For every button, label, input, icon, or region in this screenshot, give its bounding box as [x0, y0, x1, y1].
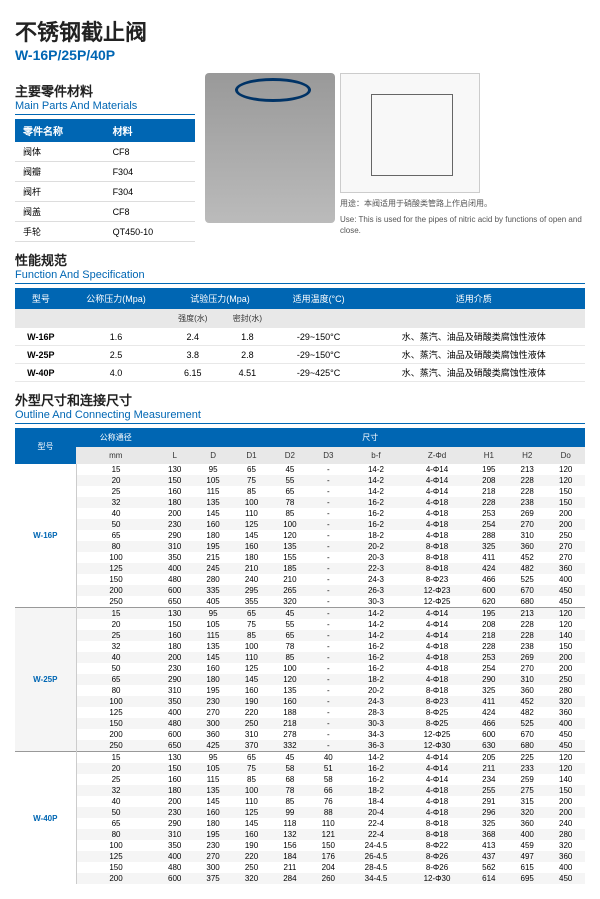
sec1-en: Main Parts And Materials	[15, 100, 195, 115]
valve-diagram	[340, 73, 480, 193]
dimensions-table: 型号公称通径尺寸 mmLDD1D2D3b-fZ-ΦdH1H2Do W-16P15…	[15, 428, 585, 884]
sec3-en: Outline And Connecting Measurement	[15, 409, 585, 424]
materials-table: 零件名称材料 阀体CF8阀瓣F304阀杆F304阀盖CF8手轮QT450-10	[15, 119, 195, 242]
title-sub: W-16P/25P/40P	[15, 47, 585, 63]
spec-table: 型号公称压力(Mpa)试验压力(Mpa)适用温度(°C)适用介质 强度(水)密封…	[15, 288, 585, 382]
use-cn: 用途：本阀适用于硝酸类管路上作启闭用。	[340, 198, 585, 209]
valve-photo	[205, 73, 335, 223]
use-en: Use: This is used for the pipes of nitri…	[340, 214, 585, 236]
sec2-en: Function And Specification	[15, 269, 585, 284]
sec1-cn: 主要零件材料	[15, 81, 195, 100]
sec2-cn: 性能规范	[15, 250, 585, 269]
sec3-cn: 外型尺寸和连接尺寸	[15, 390, 585, 409]
title-cn: 不锈钢截止阀	[15, 15, 585, 47]
